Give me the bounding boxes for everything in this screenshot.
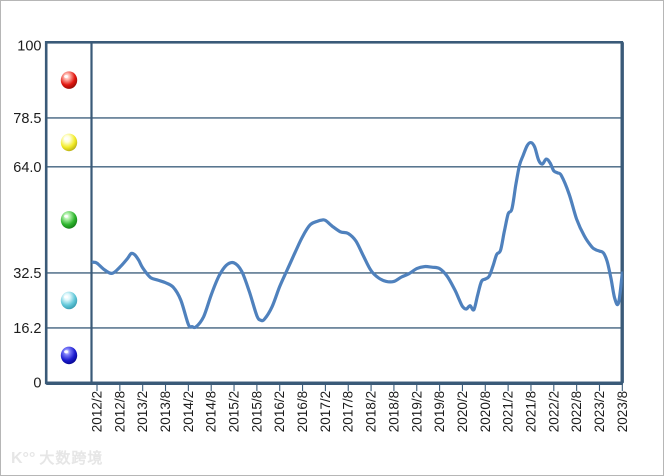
y-axis-label: 0 bbox=[33, 376, 41, 392]
x-axis-label: 2015/2 bbox=[227, 391, 242, 432]
x-axis-label: 2021/2 bbox=[501, 391, 516, 432]
x-axis-label: 2019/8 bbox=[432, 391, 447, 432]
x-axis-label: 2014/2 bbox=[181, 391, 196, 432]
legend-ball-yellow bbox=[60, 133, 78, 152]
ball-highlight bbox=[64, 214, 68, 218]
x-axis-label: 2013/2 bbox=[135, 391, 150, 432]
x-axis-label: 2020/8 bbox=[478, 391, 493, 432]
y-axis-label: 32.5 bbox=[13, 266, 41, 282]
data-line bbox=[91, 140, 623, 330]
x-axis-label: 2023/8 bbox=[615, 391, 630, 432]
x-axis-label: 2015/8 bbox=[249, 391, 264, 432]
watermark-logo-icon: K°° bbox=[11, 450, 36, 467]
x-axis-label: 2012/8 bbox=[112, 391, 127, 432]
legend-ball-green bbox=[60, 211, 78, 229]
x-axis-label: 2014/8 bbox=[204, 391, 219, 432]
x-axis-label: 2017/2 bbox=[318, 391, 333, 432]
y-axis-label: 100 bbox=[17, 39, 41, 55]
x-axis-label: 2021/8 bbox=[523, 391, 538, 432]
legend-ball-blue bbox=[60, 346, 78, 365]
x-axis-label: 2023/2 bbox=[592, 391, 607, 432]
watermark-text: 大数跨境 bbox=[39, 450, 104, 467]
x-axis-label: 2012/2 bbox=[90, 391, 105, 432]
plot-border bbox=[44, 40, 624, 385]
y-axis-label: 16.2 bbox=[13, 321, 41, 337]
x-axis-label: 2020/2 bbox=[455, 391, 470, 432]
ball-highlight bbox=[64, 295, 68, 299]
y-axis-label: 64.0 bbox=[13, 160, 41, 176]
x-axis-label: 2018/8 bbox=[386, 391, 401, 432]
x-axis-label: 2018/2 bbox=[364, 391, 379, 432]
legend-ball-cyan bbox=[60, 291, 78, 310]
x-axis-label: 2019/2 bbox=[409, 391, 424, 432]
ball-highlight bbox=[64, 75, 68, 79]
x-axis-label: 2022/2 bbox=[546, 391, 561, 432]
x-axis-label: 2013/8 bbox=[158, 391, 173, 432]
ball-highlight bbox=[64, 137, 68, 141]
ball-highlight bbox=[64, 350, 68, 354]
legend-ball-red bbox=[60, 71, 78, 89]
watermark: K°° 大数跨境 bbox=[11, 447, 103, 468]
x-axis-label: 2016/2 bbox=[272, 391, 287, 432]
x-axis-label: 2016/8 bbox=[295, 391, 310, 432]
x-axis-label: 2017/8 bbox=[341, 391, 356, 432]
x-axis-label: 2022/8 bbox=[569, 391, 584, 432]
y-axis-label: 78.5 bbox=[13, 111, 41, 127]
